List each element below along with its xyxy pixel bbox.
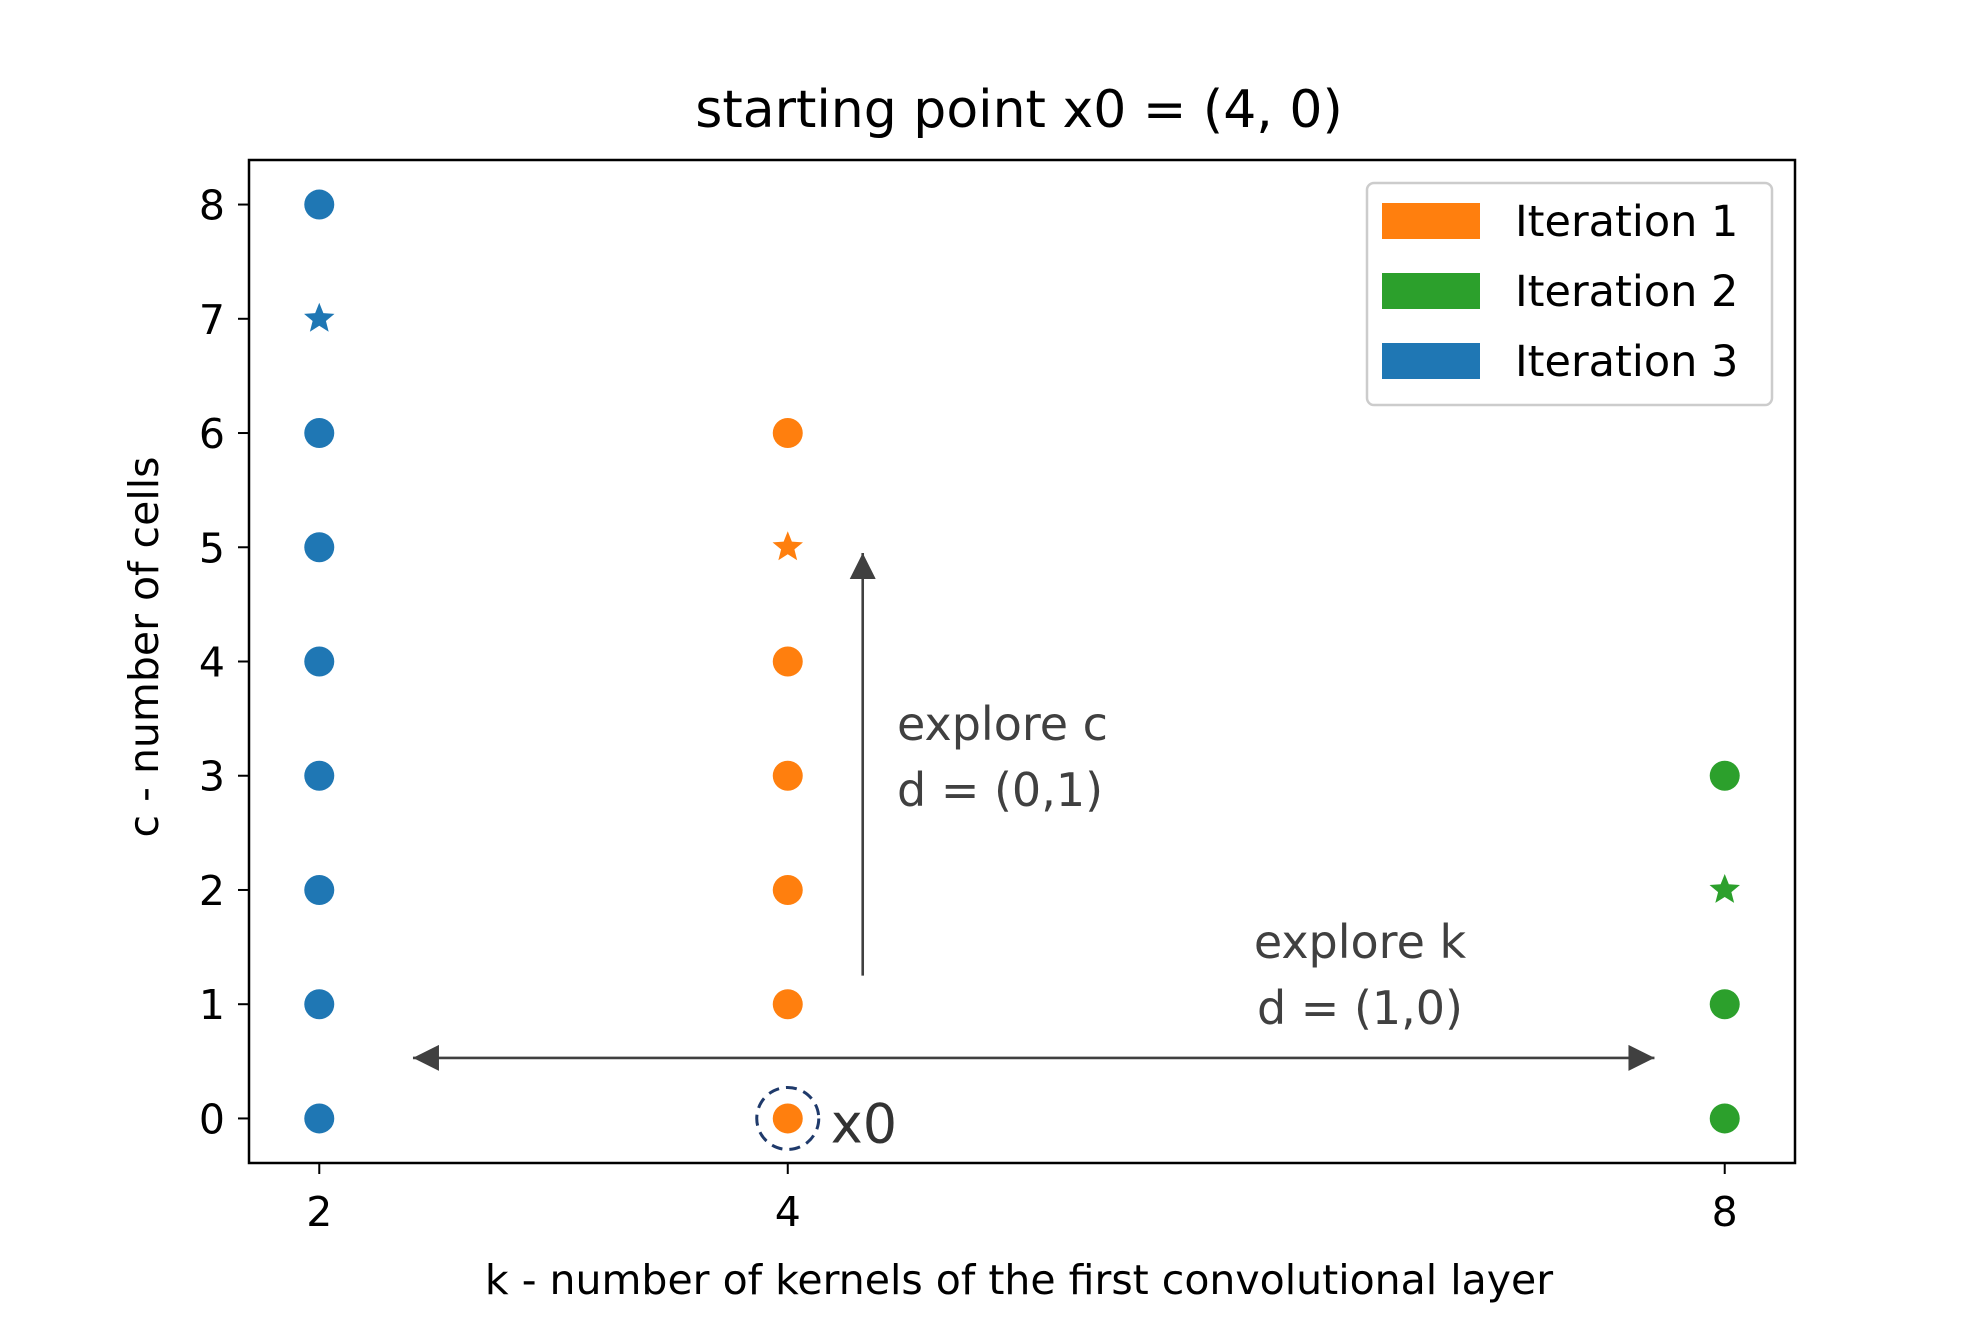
legend-label: Iteration 1	[1515, 197, 1738, 247]
data-point	[772, 646, 803, 677]
data-point	[304, 189, 335, 220]
data-point	[772, 989, 803, 1020]
legend-label: Iteration 2	[1515, 267, 1738, 317]
data-point	[304, 646, 335, 677]
plot-area: 2 4 8 0 1 2 3 4 5 6 7 8 explore c d = (0,1) explore k d…	[199, 158, 1797, 1236]
data-point	[304, 989, 335, 1020]
y-tick-label: 0	[199, 1095, 225, 1143]
legend-swatch	[1382, 343, 1480, 379]
legend: Iteration 1 Iteration 2 Iteration 3	[1365, 181, 1774, 407]
data-point	[304, 532, 335, 563]
y-tick-label: 4	[199, 639, 225, 687]
y-tick-label: 3	[199, 753, 225, 801]
data-point	[304, 1103, 335, 1134]
x-tick-label: 2	[306, 1188, 332, 1236]
legend-label: Iteration 3	[1515, 337, 1738, 387]
data-point	[772, 874, 803, 905]
data-point	[772, 1103, 803, 1134]
data-point	[1709, 989, 1740, 1020]
x-axis-label: k - number of kernels of the first convo…	[485, 1256, 1553, 1304]
best-point-star	[1709, 873, 1740, 903]
best-point-star	[772, 531, 803, 561]
annotation-explore-k-line1: explore k	[1254, 915, 1467, 969]
y-tick-label: 7	[199, 296, 225, 344]
y-tick-label: 1	[199, 981, 225, 1029]
data-point	[772, 760, 803, 791]
y-tick-label: 8	[199, 182, 225, 230]
x-tick-label: 8	[1712, 1188, 1738, 1236]
data-point	[304, 874, 335, 905]
data-point	[304, 418, 335, 449]
data-point	[304, 760, 335, 791]
best-point-star	[304, 302, 335, 332]
y-tick-label: 5	[199, 524, 225, 572]
annotation-explore-k-line2: d = (1,0)	[1257, 981, 1463, 1035]
x-tick-label: 4	[775, 1188, 801, 1236]
annotation-explore-c-line1: explore c	[897, 697, 1108, 751]
data-point	[1709, 1103, 1740, 1134]
y-axis-label: c - number of cells	[120, 457, 168, 838]
data-point	[772, 418, 803, 449]
starting-point-label: x0	[831, 1092, 897, 1155]
data-point	[1709, 760, 1740, 791]
y-tick-label: 2	[199, 867, 225, 915]
annotation-explore-c-line2: d = (0,1)	[897, 763, 1103, 817]
y-tick-label: 6	[199, 410, 225, 458]
chart-title: starting point x0 = (4, 0)	[695, 80, 1343, 140]
legend-swatch	[1382, 273, 1480, 309]
starting-point-ring	[755, 1085, 821, 1151]
legend-swatch	[1382, 203, 1480, 239]
